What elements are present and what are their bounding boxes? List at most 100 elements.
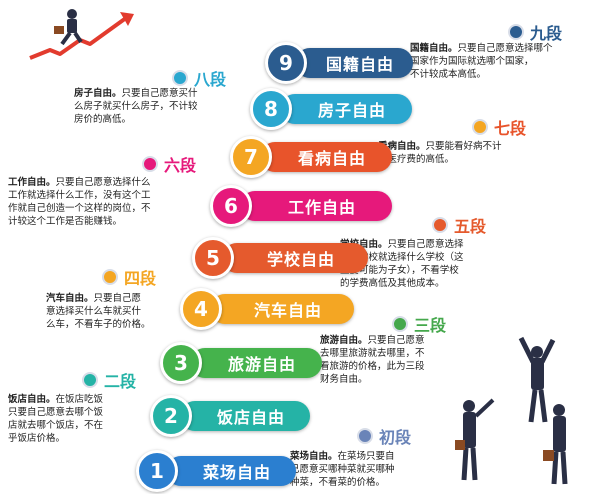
rank-8: 八段 [172,66,226,90]
bullet-dot-icon [357,428,373,444]
step-7: 7 看病自由 [230,136,392,178]
rank-label: 八段 [194,70,227,89]
step-number-badge: 2 [150,395,192,437]
description-line: 意选择买什么车就买什 [46,306,142,317]
rank-label: 二段 [104,372,137,391]
description-line: 作就自己创造一个这样的岗位，不 [8,203,151,214]
rank-6: 六段 [142,152,196,176]
step-label-pill: 汽车自由 [210,294,354,324]
step-number-badge: 7 [230,136,272,178]
description-line: 财务自由。 [320,374,368,385]
description-line: 只要能看好病不计 [425,141,502,152]
bullet-dot-icon [82,372,98,388]
description-line: 只要自己愿意 [367,335,425,346]
rank-label: 六段 [164,156,197,175]
description-5: 学校自由。只要自己愿意选择 什么学校就选择什么学校（这 主要可能为子女），不看学… [340,238,520,290]
description-line: 不计较成本高低。 [410,69,487,80]
step-number-badge: 6 [210,185,252,227]
step-label-pill: 旅游自由 [190,348,322,378]
step-label-pill: 菜场自由 [166,456,296,486]
rank-5: 五段 [432,213,486,237]
description-title: 菜场自由。 [290,451,338,462]
description-line: 较医疗费的高低。 [378,154,455,165]
description-line: 己愿意买哪种菜就买哪种 [290,464,395,475]
step-6: 6 工作自由 [210,185,392,227]
rank-7: 七段 [472,115,526,139]
description-line: 乎饭店价格。 [8,433,66,444]
description-7: 看病自由。只要能看好病不计 较医疗费的高低。 [378,140,558,166]
description-line: 去哪里旅游就去哪里，不 [320,348,425,359]
step-number-badge: 9 [265,42,307,84]
description-1: 菜场自由。在菜场只要自 己愿意买哪种菜就买哪种 种菜，不看菜的价格。 [290,450,450,489]
bullet-dot-icon [392,316,408,332]
rank-label: 七段 [494,119,527,138]
description-title: 旅游自由。 [320,335,368,346]
step-label-pill: 饭店自由 [180,401,310,431]
step-number-badge: 8 [250,88,292,130]
description-line: 的学费高低及其他成本。 [340,278,445,289]
description-6: 工作自由。只要自己愿意选择什么 工作就选择什么工作，没有这个工 作就自己创造一个… [8,176,208,228]
description-line: 什么学校就选择什么学校（这 [340,252,464,263]
description-title: 房子自由。 [74,88,122,99]
rank-label: 四段 [124,269,157,288]
description-line: 计较这个工作是否能赚钱。 [8,216,123,227]
bullet-dot-icon [102,269,118,285]
description-line: 国家作为国际就选哪个国家， [410,56,534,67]
description-line: 店就去哪个饭店，不在 [8,420,104,431]
description-line: 只要自己愿意选择什么 [55,177,151,188]
step-4: 4 汽车自由 [180,288,354,330]
bullet-dot-icon [172,70,188,86]
description-line: 只要自己愿意选择哪个 [457,43,553,54]
rank-4: 四段 [102,265,156,289]
description-line: 在饭店吃饭 [55,394,104,405]
description-line: 么房子就买什么房子，不计较 [74,101,198,112]
step-label-pill: 房子自由 [280,94,412,124]
description-line: 只要自己愿意选择 [387,239,464,250]
bullet-dot-icon [472,119,488,135]
description-title: 汽车自由。 [46,293,94,304]
step-8: 8 房子自由 [250,88,412,130]
rank-label: 三段 [414,316,447,335]
rank-label: 九段 [530,24,563,43]
description-title: 看病自由。 [378,141,426,152]
description-4: 汽车自由。只要自己愿 意选择买什么车就买什 么车，不看车子的价格。 [46,292,186,331]
description-line: 只要自己愿意去哪个饭 [8,407,104,418]
rank-9: 九段 [508,20,562,44]
rank-1: 初段 [357,424,411,448]
step-label-pill: 国籍自由 [295,48,413,78]
celebrating-businesspeople-illustration [455,336,568,485]
description-line: 主要可能为子女），不看学校 [340,265,459,276]
rank-3: 三段 [392,312,446,336]
description-line: 房价的高低。 [74,114,132,125]
rank-2: 二段 [82,368,136,392]
description-line: 看旅游的价格，此为三段 [320,361,425,372]
step-number-badge: 3 [160,342,202,384]
description-8: 房子自由。只要自己愿意买什 么房子就买什么房子，不计较 房价的高低。 [74,87,249,126]
description-2: 饭店自由。在饭店吃饭 只要自己愿意去哪个饭 店就去哪个饭店，不在 乎饭店价格。 [8,393,143,445]
description-line: 种菜，不看菜的价格。 [290,477,386,488]
description-line: 只要自己愿 [93,293,142,304]
description-line: 么车，不看车子的价格。 [46,319,151,330]
description-line: 只要自己愿意买什 [121,88,198,99]
step-label-pill: 看病自由 [260,142,392,172]
step-3: 3 旅游自由 [160,342,322,384]
step-label-pill: 工作自由 [240,191,392,221]
description-title: 国籍自由。 [410,43,458,54]
step-number-badge: 4 [180,288,222,330]
description-title: 饭店自由。 [8,394,56,405]
description-title: 工作自由。 [8,177,56,188]
description-line: 在菜场只要自 [337,451,395,462]
step-5: 5 学校自由 [192,237,368,279]
bullet-dot-icon [142,156,158,172]
step-2: 2 饭店自由 [150,395,310,437]
rank-label: 五段 [454,217,487,236]
description-3: 旅游自由。只要自己愿意 去哪里旅游就去哪里，不 看旅游的价格，此为三段 财务自由… [320,334,470,386]
description-9: 国籍自由。只要自己愿意选择哪个 国家作为国际就选哪个国家， 不计较成本高低。 [410,42,590,81]
bullet-dot-icon [508,24,524,40]
description-line: 工作就选择什么工作，没有这个工 [8,190,151,201]
step-label-pill: 学校自由 [222,243,368,273]
step-9: 9 国籍自由 [265,42,413,84]
climbing-businessman-illustration [29,9,134,60]
step-number-badge: 5 [192,237,234,279]
